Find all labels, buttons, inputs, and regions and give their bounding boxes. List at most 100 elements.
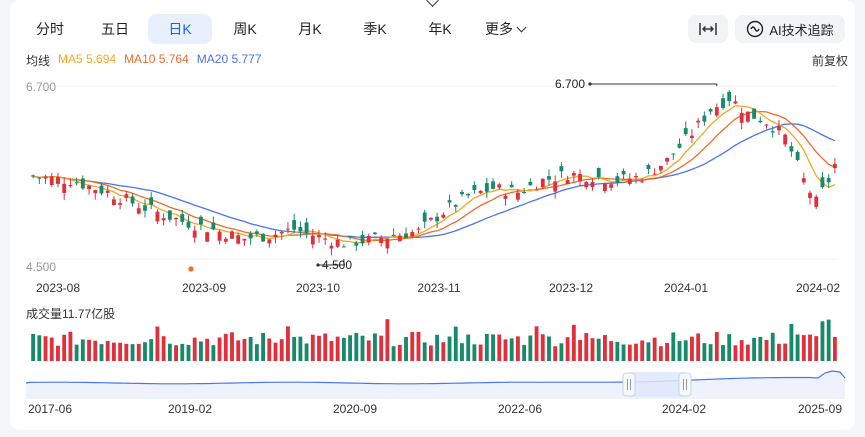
- overview-area: [26, 371, 845, 398]
- volume-bar: [801, 335, 806, 361]
- candle: [571, 173, 576, 176]
- candle: [522, 191, 527, 193]
- candle: [267, 239, 272, 244]
- candle: [777, 126, 781, 131]
- candle: [503, 195, 508, 199]
- candle: [770, 131, 775, 133]
- ai-tracking-button[interactable]: AI技术追踪: [735, 15, 845, 43]
- overview-drag-handle[interactable]: [678, 372, 692, 397]
- candle: [360, 235, 365, 244]
- x-axis-label: 2023-12: [549, 281, 593, 295]
- min-price-label: 4.500: [322, 258, 352, 272]
- volume-bar: [416, 331, 421, 361]
- volume-bar: [143, 342, 147, 361]
- volume-bar: [770, 332, 775, 361]
- tab-quarterly-k[interactable]: 季K: [363, 21, 387, 37]
- candle: [198, 216, 203, 225]
- candle: [217, 231, 222, 241]
- overview-x-label: 2020-09: [333, 402, 377, 416]
- overview-drag-handle[interactable]: [622, 372, 636, 397]
- volume-bar: [205, 338, 210, 361]
- candle: [472, 185, 477, 191]
- volume-bar: [453, 326, 458, 361]
- candle: [230, 231, 234, 239]
- candle: [373, 232, 377, 234]
- volume-bar: [435, 334, 440, 361]
- candle: [789, 146, 794, 152]
- candle: [298, 226, 303, 232]
- tab-intraday[interactable]: 分时: [36, 21, 64, 37]
- volume-bar: [602, 335, 607, 361]
- candle: [124, 194, 129, 198]
- volume-bar: [714, 332, 719, 361]
- volume-bar: [478, 344, 483, 361]
- volume-bar: [62, 334, 67, 361]
- volume-bar: [366, 340, 371, 361]
- tab-yearly-k[interactable]: 年K: [428, 21, 452, 37]
- max-price-leader: [590, 83, 718, 86]
- tab-weekly-k[interactable]: 周K: [233, 21, 257, 37]
- volume-bar: [777, 343, 781, 361]
- tab-five-day[interactable]: 五日: [101, 21, 129, 37]
- volume-bar: [441, 342, 446, 361]
- tab-monthly-k[interactable]: 月K: [298, 21, 322, 37]
- volume-bar: [105, 341, 110, 361]
- candle: [814, 196, 819, 207]
- tab-more[interactable]: 更多: [473, 14, 537, 44]
- overview-x-label: 2019-02: [168, 402, 212, 416]
- volume-bar: [379, 335, 384, 361]
- volume-bar: [404, 336, 408, 361]
- candle: [43, 176, 48, 179]
- volume-bar: [74, 344, 79, 361]
- candle: [453, 205, 458, 207]
- volume-bar: [410, 331, 415, 361]
- candle: [553, 181, 558, 192]
- range-toggle-button[interactable]: [688, 15, 728, 43]
- candle: [435, 216, 440, 222]
- candle: [236, 235, 241, 244]
- volume-bar: [323, 333, 328, 361]
- price-adjust-toggle[interactable]: 前复权: [811, 54, 848, 68]
- volume-bar: [721, 345, 725, 361]
- volume-bar: [242, 338, 247, 361]
- candle: [62, 183, 67, 193]
- candle: [292, 220, 297, 230]
- max-price-dot: [588, 82, 592, 86]
- volume-bar: [136, 343, 141, 361]
- volume-bar: [230, 332, 234, 361]
- volume-bar: [360, 335, 365, 361]
- candle: [161, 218, 166, 221]
- volume-bar: [578, 339, 582, 361]
- volume-bar: [727, 334, 732, 361]
- volume-bar: [484, 333, 489, 361]
- candle: [248, 233, 253, 239]
- candle: [658, 165, 663, 171]
- volume-bar: [149, 339, 154, 361]
- volume-bar: [522, 344, 527, 361]
- volume-bar: [167, 343, 172, 361]
- tab-daily-k[interactable]: 日K: [148, 14, 212, 44]
- volume-bar: [671, 332, 676, 361]
- candle: [379, 237, 384, 244]
- ma10-value: MA10 5.764: [124, 52, 189, 66]
- volume-bar: [80, 339, 85, 361]
- candle: [385, 238, 390, 249]
- volume-bar: [329, 341, 334, 361]
- candle: [708, 108, 713, 112]
- overview-x-label: 2024-02: [662, 402, 706, 416]
- candle: [410, 231, 415, 237]
- x-axis-label: 2023-11: [417, 281, 460, 295]
- candle: [528, 181, 533, 186]
- candle: [733, 101, 738, 104]
- min-price-leader: [318, 259, 345, 266]
- candle: [491, 181, 495, 189]
- ma5-value: MA5 5.694: [58, 52, 117, 66]
- volume-bar: [596, 338, 601, 361]
- candle: [223, 238, 228, 242]
- candle: [174, 217, 178, 220]
- volume-bar: [584, 333, 589, 361]
- y-axis-label-top: 6.700: [26, 80, 56, 94]
- candle: [745, 111, 750, 122]
- volume-bar: [565, 337, 570, 361]
